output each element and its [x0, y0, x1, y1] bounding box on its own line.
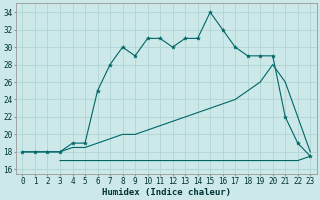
X-axis label: Humidex (Indice chaleur): Humidex (Indice chaleur) [102, 188, 231, 197]
